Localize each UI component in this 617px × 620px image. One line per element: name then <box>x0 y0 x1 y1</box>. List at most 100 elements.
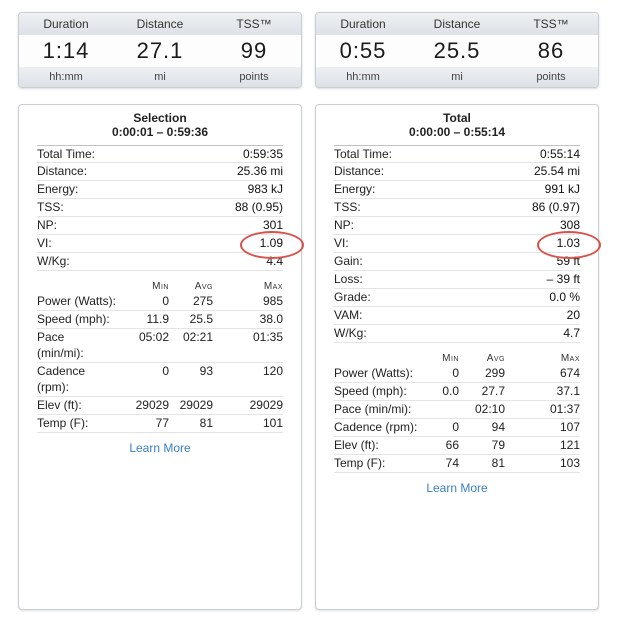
metric-row: Distance: 25.36 mi <box>37 163 283 181</box>
learn-more-link[interactable]: Learn More <box>426 481 488 495</box>
summary-value-row: 1:14 27.1 99 <box>19 35 301 67</box>
summary-unit-tss: points <box>239 71 269 83</box>
stats-row: Power (Watts): 0 299 674 <box>334 365 580 383</box>
stats-avg: 25.5 <box>189 312 213 326</box>
summary-unit-distance: mi <box>154 71 166 83</box>
stats-max: 29029 <box>249 398 283 412</box>
summary-unit-tss: points <box>536 71 566 83</box>
metric-row: TSS: 86 (0.97) <box>334 199 580 217</box>
stats-header-row: Min Avg Max <box>334 353 580 365</box>
summary-value-tss: 86 <box>537 38 565 63</box>
stats-max: 01:35 <box>252 330 283 344</box>
metric-label: TSS: <box>37 200 64 214</box>
metrics-table: Total Time: 0:55:14 Distance: 25.54 mi Energ… <box>334 145 580 343</box>
summary-value-row: 0:55 25.5 86 <box>316 35 598 67</box>
metric-label: Grade: <box>334 290 371 304</box>
summary-value-distance: 25.5 <box>433 38 481 63</box>
metric-label: Distance: <box>334 164 385 178</box>
metric-row: Distance: 25.54 mi <box>334 163 580 181</box>
metric-value: 88 (0.95) <box>234 200 283 214</box>
stats-row: Elev (ft): 66 79 121 <box>334 437 580 455</box>
summary-box-total: Duration Distance TSS™ 0:55 25.5 86 hh:m… <box>315 12 599 88</box>
stats-max: 120 <box>262 364 283 378</box>
metric-row: NP: 308 <box>334 217 580 235</box>
metric-value: 308 <box>559 218 580 232</box>
learn-more-link[interactable]: Learn More <box>129 441 191 455</box>
stats-header-min: Min <box>442 353 459 364</box>
metric-value: 25.54 mi <box>533 164 580 178</box>
stats-avg: 02:10 <box>474 402 505 416</box>
stats-min: 74 <box>445 456 459 470</box>
summary-header-tss: TSS™ <box>533 17 569 31</box>
stats-row: Cadence (rpm): 0 93 120 <box>37 363 283 397</box>
stats-row: Pace (min/mi): 05:02 02:21 01:35 <box>37 329 283 363</box>
stats-min: 11.9 <box>146 312 169 326</box>
selection-panel: Selection 0:00:01 – 0:59:36 Total Time: 0… <box>18 104 302 610</box>
summary-value-duration: 1:14 <box>42 38 90 63</box>
summary-header-distance: Distance <box>433 17 481 31</box>
stats-avg: 27.7 <box>481 384 505 398</box>
stats-min: 29029 <box>135 398 169 412</box>
stats-row: Speed (mph): 11.9 25.5 38.0 <box>37 311 283 329</box>
stats-max: 674 <box>559 366 580 380</box>
stats-table: Min Avg Max Power (Watts): 0 275 985 Speed (mph… <box>37 281 283 433</box>
stats-label: Cadence (rpm): <box>334 420 418 434</box>
metric-value: 86 (0.97) <box>531 200 580 214</box>
summary-unit-row: hh:mm mi points <box>19 67 301 87</box>
summary-value-tss: 99 <box>240 38 268 63</box>
metric-row: Energy: 991 kJ <box>334 181 580 199</box>
stats-max: 107 <box>559 420 580 434</box>
stats-label: Elev (ft): <box>334 438 379 452</box>
metric-value: 991 kJ <box>544 182 580 196</box>
metric-row: Grade: 0.0 % <box>334 289 580 307</box>
stats-header-spacer <box>334 353 428 365</box>
stats-row: Cadence (rpm): 0 94 107 <box>334 419 580 437</box>
stats-header-row: Min Avg Max <box>37 281 283 293</box>
stats-avg: 81 <box>491 456 505 470</box>
stats-header-max: Max <box>263 281 283 292</box>
metric-value: 301 <box>262 218 283 232</box>
vi-highlight-circle <box>537 231 601 259</box>
stats-label: Pace (min/mi): <box>334 402 412 416</box>
stats-header-avg: Avg <box>486 353 505 364</box>
total-panel: Total 0:00:00 – 0:55:14 Total Time: 0:55:… <box>315 104 599 610</box>
metric-label: Total Time: <box>37 146 96 161</box>
stats-header-min: Min <box>152 281 169 292</box>
metric-value: 20 <box>566 308 580 322</box>
stats-max: 121 <box>559 438 580 452</box>
vi-highlight-circle <box>240 231 304 259</box>
metric-label: VI: <box>334 236 349 250</box>
metric-row: W/Kg: 4.4 <box>37 253 283 271</box>
stats-avg: 29029 <box>179 398 213 412</box>
summary-value-distance: 27.1 <box>136 38 184 63</box>
stats-row: Temp (F): 77 81 101 <box>37 415 283 433</box>
stats-label: Speed (mph): <box>37 312 110 326</box>
metric-label: W/Kg: <box>334 326 367 340</box>
summary-header-row: Duration Distance TSS™ <box>19 13 301 35</box>
stats-min: 77 <box>155 416 169 430</box>
summary-unit-duration: hh:mm <box>49 71 83 83</box>
stats-row: Power (Watts): 0 275 985 <box>37 293 283 311</box>
metric-label: VAM: <box>334 308 363 322</box>
metric-row: NP: 301 <box>37 217 283 235</box>
stats-max: 01:37 <box>549 402 580 416</box>
summary-header-duration: Duration <box>43 17 89 31</box>
stats-min: 0.0 <box>442 384 459 398</box>
stats-label: Power (Watts): <box>37 294 116 308</box>
metric-value: 4.7 <box>563 326 580 340</box>
stats-header-avg: Avg <box>194 281 213 292</box>
summary-unit-row: hh:mm mi points <box>316 67 598 87</box>
metric-row: TSS: 88 (0.95) <box>37 199 283 217</box>
stats-max: 38.0 <box>259 312 283 326</box>
stats-label: Pace (min/mi): <box>37 330 84 360</box>
stats-min: 0 <box>162 364 169 378</box>
summary-box-selection: Duration Distance TSS™ 1:14 27.1 99 hh:m… <box>18 12 302 88</box>
stats-label: Power (Watts): <box>334 366 413 380</box>
stats-header-spacer <box>37 281 125 293</box>
stats-label: Speed (mph): <box>334 384 407 398</box>
metric-row: Energy: 983 kJ <box>37 181 283 199</box>
summary-header-duration: Duration <box>340 17 386 31</box>
metric-row: VAM: 20 <box>334 307 580 325</box>
stats-label: Temp (F): <box>37 416 89 430</box>
summary-unit-distance: mi <box>451 71 463 83</box>
